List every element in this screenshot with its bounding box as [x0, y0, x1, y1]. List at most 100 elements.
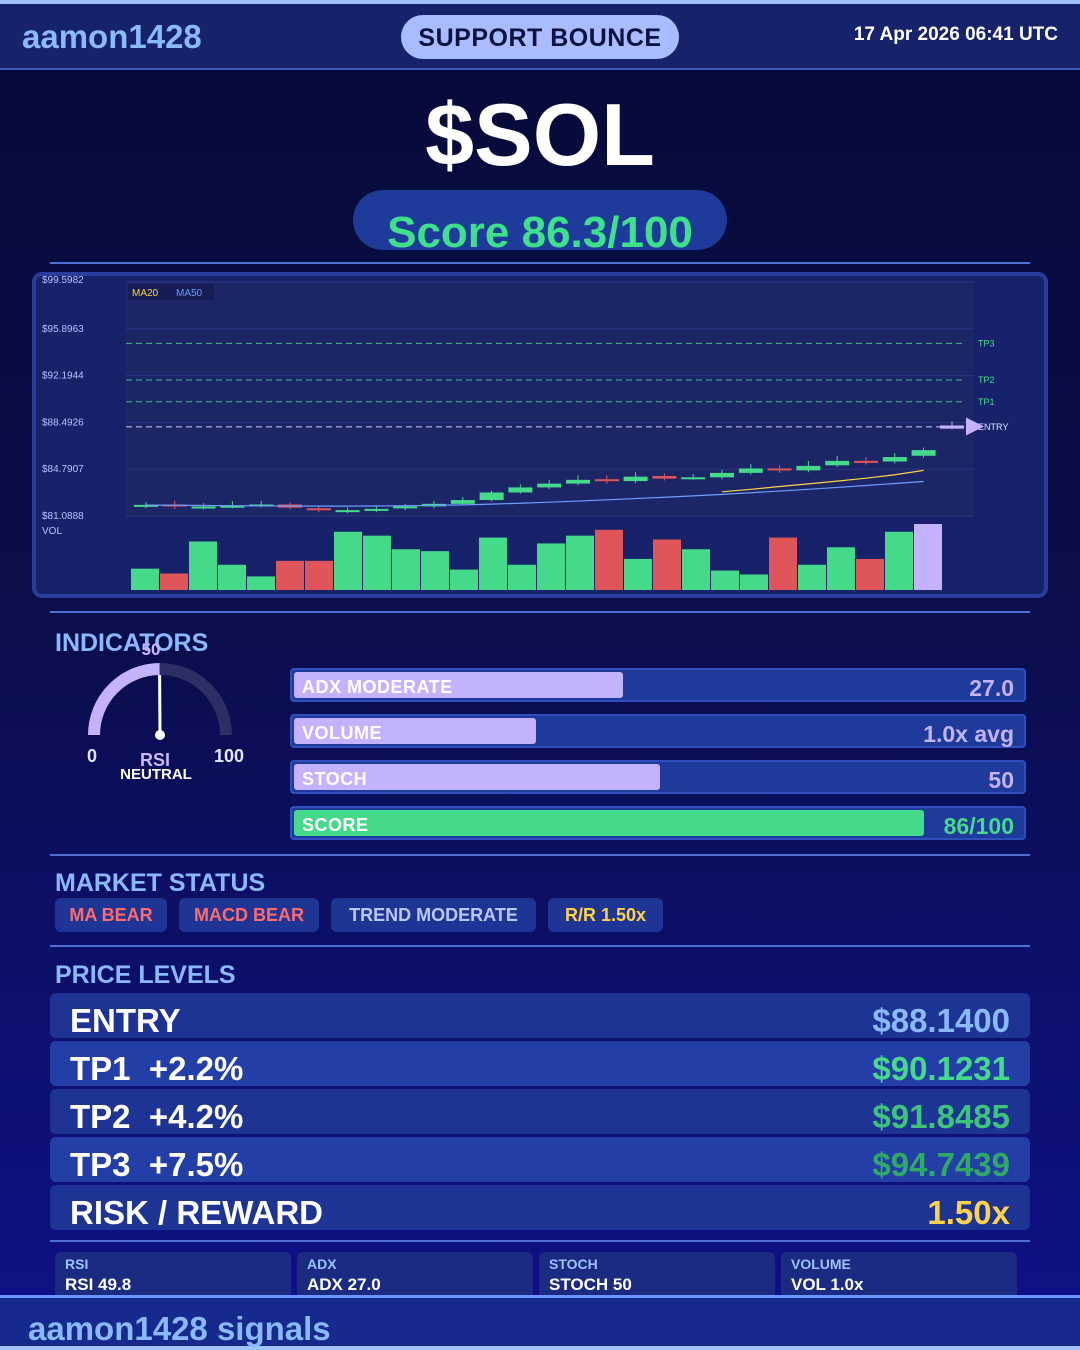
volume-bar	[914, 524, 942, 590]
indicator-bar-label: STOCH	[302, 769, 368, 789]
volume-bar	[566, 535, 594, 590]
y-tick-label: $95.8963	[42, 324, 84, 335]
rsi-gauge-mid-label: 50	[141, 640, 161, 659]
candle-body	[220, 505, 245, 508]
gauge-needle-hub	[155, 730, 165, 740]
volume-bar	[827, 547, 855, 590]
ma50-line	[145, 480, 924, 507]
candle-body	[393, 506, 418, 509]
level-row-entry: ENTRY $88.1400	[50, 993, 1030, 1039]
volume-bar	[305, 560, 333, 590]
footer: aamon1428 signals	[0, 1295, 1080, 1350]
divider	[50, 854, 1030, 856]
volume-bar	[682, 549, 710, 590]
level-price: 1.50x	[927, 1194, 1010, 1231]
chart-plot-area	[126, 282, 974, 516]
candle-body	[508, 487, 533, 493]
candle-body	[623, 476, 648, 482]
candle-body	[825, 460, 850, 466]
rsi-gauge: 50 0 100 RSI NEUTRAL	[70, 640, 270, 790]
volume-bar	[334, 531, 362, 590]
candle-body	[191, 506, 216, 509]
volume-bar	[131, 568, 159, 590]
candle-body	[479, 492, 504, 501]
volume-bar	[508, 564, 536, 590]
level-price: $91.8485	[872, 1098, 1010, 1135]
level-name: TP1 +2.2%	[70, 1050, 244, 1087]
y-tick-label: $81.0888	[42, 511, 84, 522]
indicator-bar: SCORE 86/100	[290, 806, 1026, 840]
stat-card-key: RSI	[65, 1256, 89, 1272]
gauge-fill	[88, 663, 160, 736]
level-name: TP2 +4.2%	[70, 1098, 244, 1135]
level-name: ENTRY	[70, 1002, 181, 1039]
indicator-bar: ADX MODERATE 27.0	[290, 668, 1026, 702]
divider	[50, 611, 1030, 613]
market-status-title: MARKET STATUS	[55, 869, 266, 897]
level-price: $88.1400	[872, 1002, 1010, 1039]
indicator-bar-fill	[294, 764, 660, 790]
indicator-bar-label: SCORE	[302, 815, 369, 835]
volume-bar	[769, 537, 797, 590]
level-line-label: TP2	[978, 375, 995, 385]
volume-bar	[740, 574, 768, 590]
volume-bar	[189, 541, 217, 590]
status-chip: TREND MODERATE	[331, 898, 536, 932]
candle-body	[450, 500, 475, 504]
volume-bar	[276, 560, 304, 590]
status-chip: MA BEAR	[55, 898, 167, 932]
divider	[50, 262, 1030, 264]
price-chart-svg: $99.5982 $95.8963 $92.1944 $88.4926 $84.7907…	[42, 276, 1008, 590]
level-name: RISK / REWARD	[70, 1194, 324, 1231]
indicator-bar-fill	[294, 810, 924, 836]
volume-bar	[363, 535, 391, 590]
volume-bar	[711, 570, 739, 590]
level-line-label: TP1	[978, 397, 995, 407]
volume-bar	[624, 558, 652, 590]
level-row-tp2: TP2 +4.2% $91.8485	[50, 1089, 1030, 1135]
candle-body	[738, 468, 763, 473]
level-row-tp1: TP1 +2.2% $90.1231	[50, 1041, 1030, 1087]
level-price: $94.7439	[872, 1146, 1010, 1183]
y-tick-label: $84.7907	[42, 464, 84, 475]
volume-bar	[218, 564, 246, 590]
volume-bar	[856, 558, 884, 590]
volume-bar	[450, 569, 478, 590]
rsi-gauge-max-label: 100	[214, 746, 245, 766]
score-badge: Score 86.3/100	[353, 190, 727, 250]
entry-arrow-icon	[966, 417, 984, 436]
indicator-bar-label: ADX MODERATE	[302, 677, 453, 697]
candle-body	[681, 477, 706, 480]
candle-body	[134, 504, 158, 507]
stat-card: STOCH STOCH 50	[539, 1252, 775, 1298]
brand-name: aamon1428	[22, 18, 202, 55]
stat-card-value: STOCH 50	[549, 1275, 632, 1294]
divider	[50, 945, 1030, 947]
status-chip: R/R 1.50x	[548, 898, 663, 932]
candle-body	[335, 510, 360, 513]
stat-card-key: VOLUME	[791, 1256, 851, 1272]
indicator-bar-value: 86/100	[943, 813, 1014, 839]
top-bar: aamon1428 SUPPORT BOUNCE 17 Apr 2026 06:…	[0, 0, 1080, 70]
indicator-bar: STOCH 50	[290, 760, 1026, 794]
y-tick-label: $92.1944	[42, 371, 84, 382]
volume-axis-label: VOL	[42, 526, 62, 537]
volume-bar	[885, 531, 913, 590]
candle-body	[882, 457, 907, 462]
status-chip: MACD BEAR	[179, 898, 319, 932]
ticker-symbol: $SOL	[425, 85, 655, 184]
volume-bar	[595, 529, 623, 590]
candle-body	[537, 483, 562, 488]
indicator-bar-value: 1.0x avg	[923, 721, 1014, 747]
price-chart: $99.5982 $95.8963 $92.1944 $88.4926 $84.7907…	[32, 272, 1048, 598]
stat-card-value: ADX 27.0	[307, 1275, 381, 1294]
y-tick-label: $99.5982	[42, 276, 84, 286]
candle-body	[854, 460, 878, 463]
volume-bar	[160, 573, 188, 590]
volume-bar	[653, 539, 681, 590]
rsi-gauge-status: NEUTRAL	[120, 766, 192, 783]
candle-body	[911, 450, 936, 456]
level-row-risk-reward: RISK / REWARD 1.50x	[50, 1185, 1030, 1231]
candle-body	[594, 479, 619, 482]
rsi-gauge-svg	[88, 663, 232, 740]
